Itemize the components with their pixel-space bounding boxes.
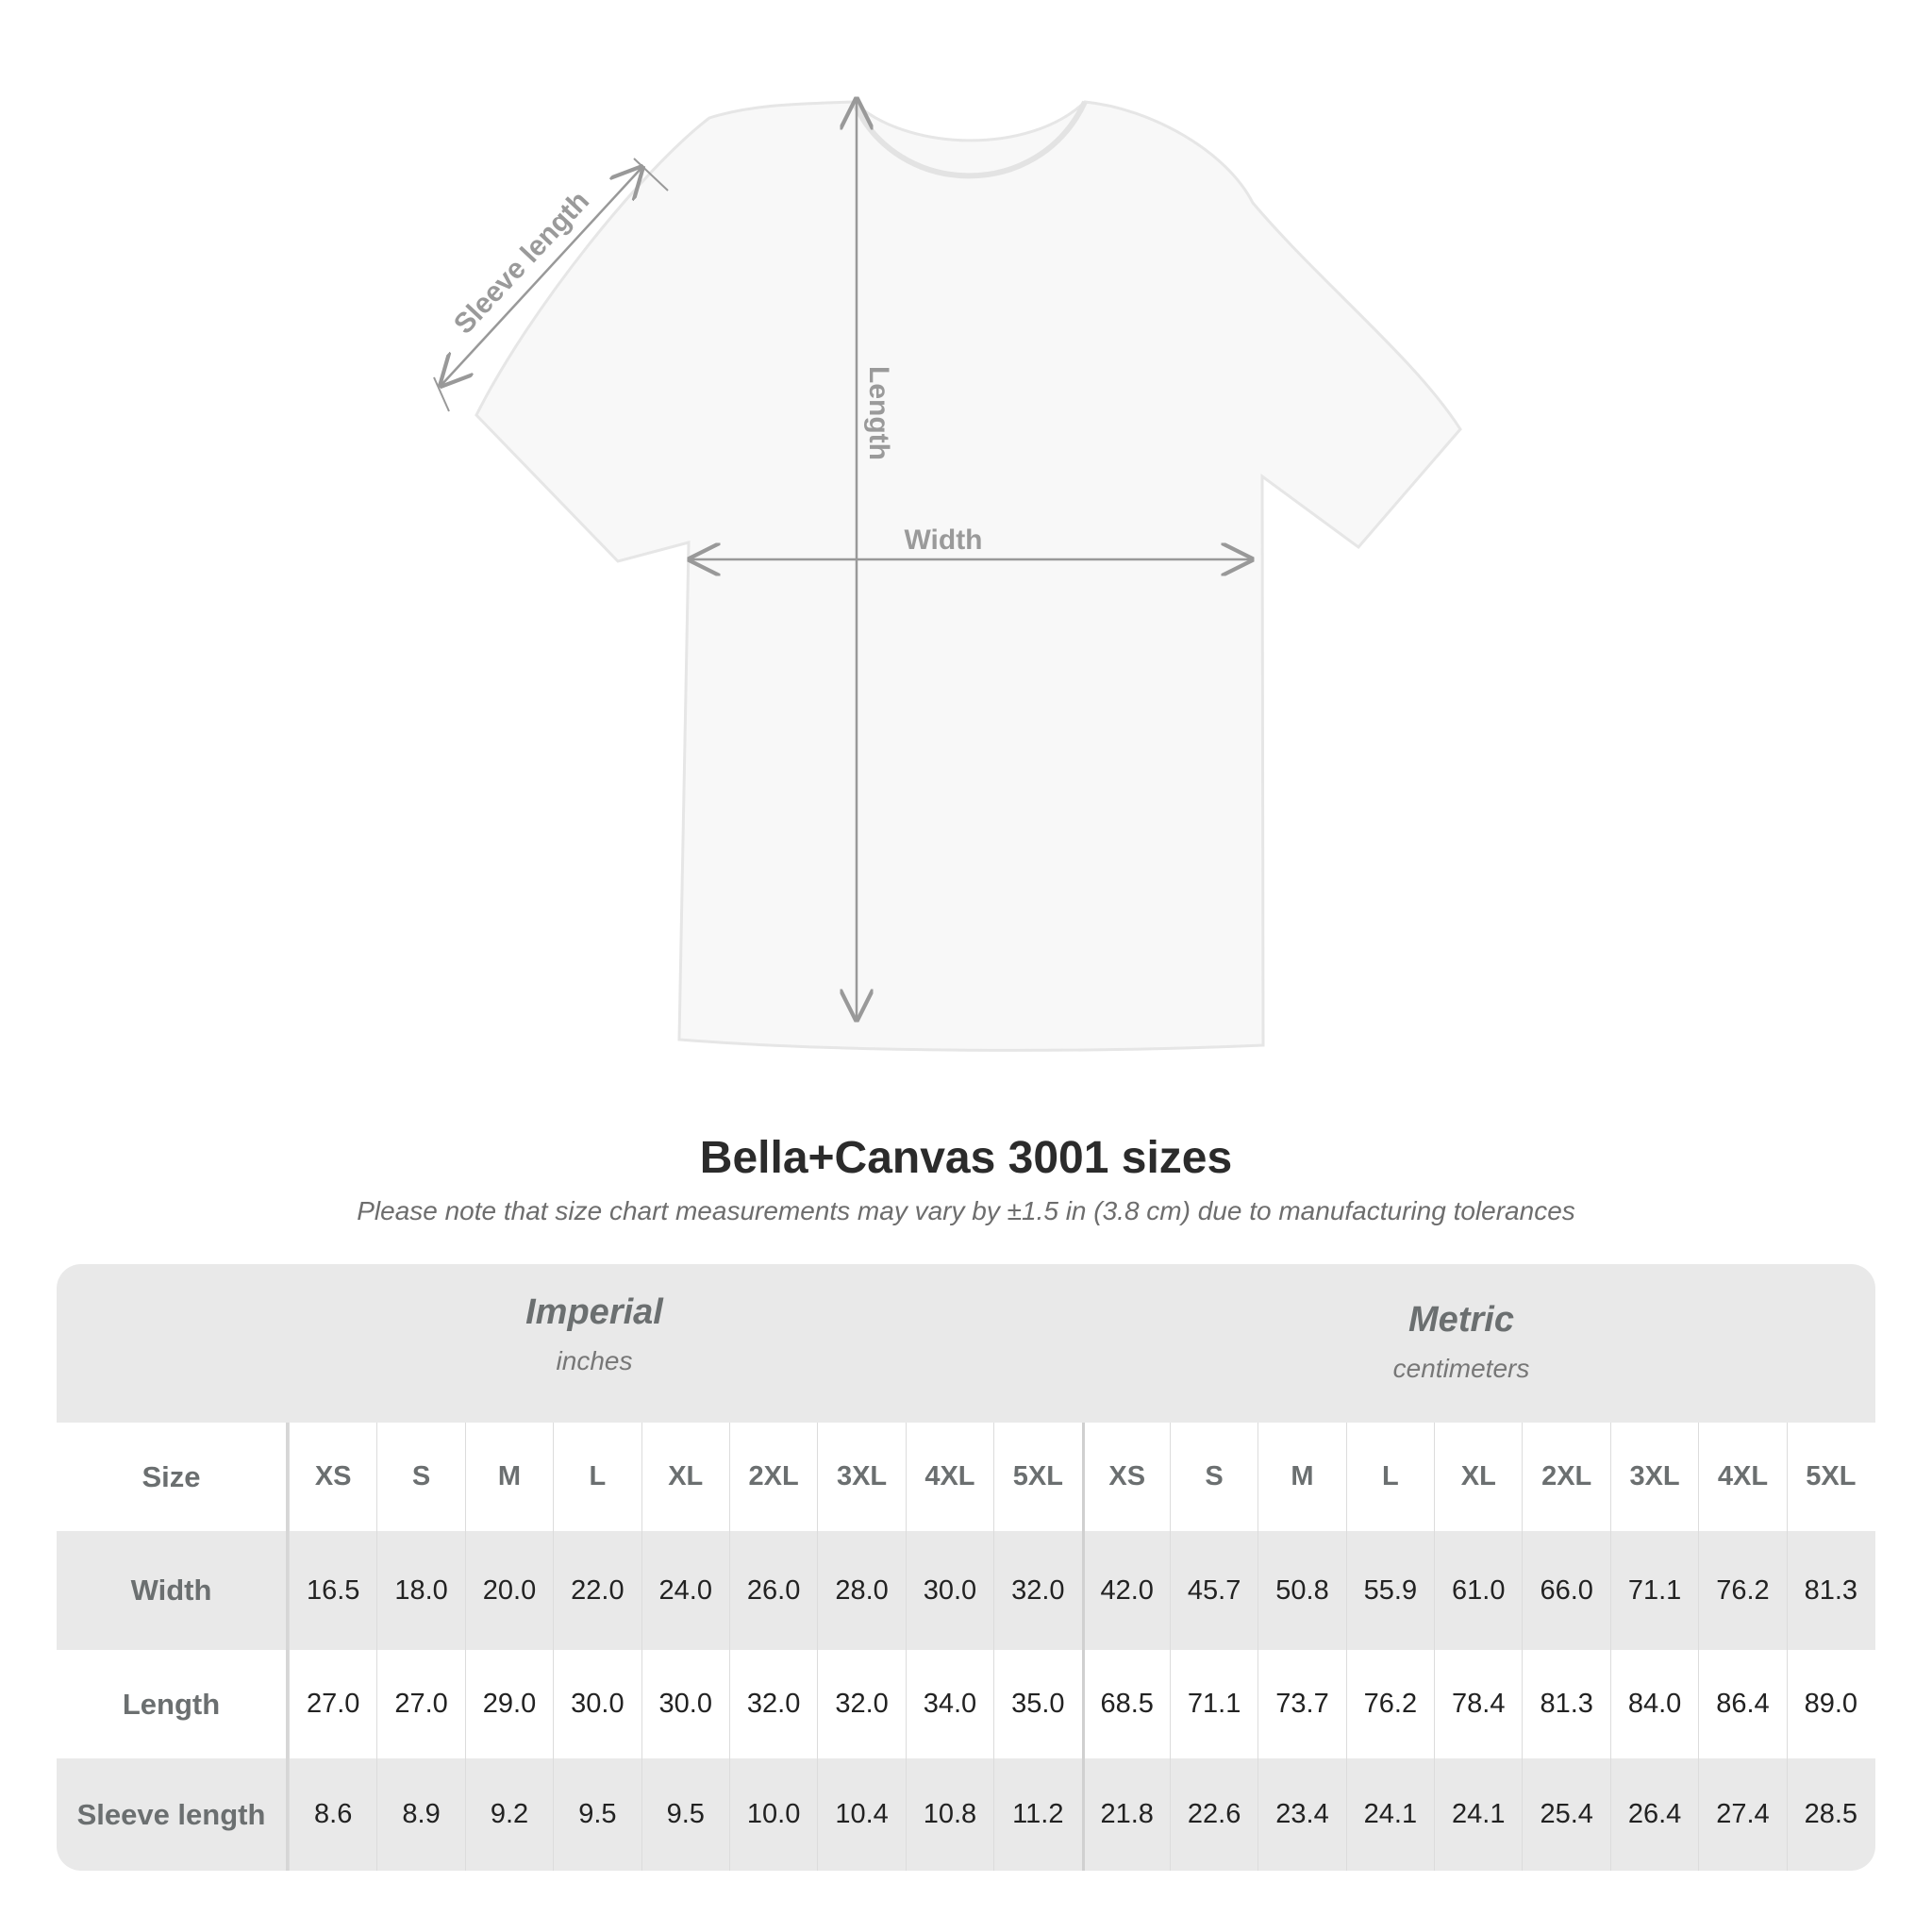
imperial-value: 32.0	[728, 1650, 817, 1758]
metric-value: 86.4	[1698, 1650, 1786, 1758]
metric-value: 84.0	[1609, 1650, 1698, 1758]
metric-value: 42.0	[1081, 1531, 1170, 1650]
metric-value: 21.8	[1081, 1758, 1170, 1871]
metric-value: 71.1	[1169, 1650, 1257, 1758]
page-title: Bella+Canvas 3001 sizes	[699, 1133, 1233, 1183]
metric-value: 71.1	[1609, 1531, 1698, 1650]
metric-size-header: S	[1169, 1423, 1257, 1531]
metric-value: 68.5	[1081, 1650, 1170, 1758]
imperial-value: 8.6	[289, 1758, 376, 1871]
imperial-value: 20.0	[464, 1531, 553, 1650]
metric-value: 23.4	[1257, 1758, 1345, 1871]
tshirt-diagram: Sleeve length Length Width	[433, 0, 1462, 1052]
metric-size-header: XL	[1434, 1423, 1522, 1531]
tshirt-shape	[475, 100, 1462, 1052]
imperial-size-header: 3XL	[817, 1423, 905, 1531]
imperial-value: 27.0	[376, 1650, 464, 1758]
imperial-size-header: XL	[641, 1423, 729, 1531]
metric-value: 24.1	[1345, 1758, 1434, 1871]
width-label: Width	[904, 525, 982, 556]
imperial-size-header: 4XL	[905, 1423, 993, 1531]
metric-size-header: XS	[1081, 1423, 1170, 1531]
imperial-value: 10.4	[817, 1758, 905, 1871]
imperial-value: 28.0	[817, 1531, 905, 1650]
imperial-size-header: S	[376, 1423, 464, 1531]
imperial-size-header: XS	[289, 1423, 376, 1531]
table-row: Width 16.5 18.0 20.0 22.0 24.0 26.0 28.0 30.0 32.…	[57, 1531, 1875, 1650]
length-label: Length	[863, 366, 894, 460]
imperial-value: 9.5	[553, 1758, 641, 1871]
unit-header: Imperial inches Metric centimeters	[57, 1264, 1875, 1423]
imperial-value: 27.0	[289, 1650, 376, 1758]
row-label: Length	[57, 1650, 289, 1758]
metric-value: 24.1	[1434, 1758, 1522, 1871]
imperial-size-header: 5XL	[993, 1423, 1081, 1531]
imperial-value: 22.0	[553, 1531, 641, 1650]
metric-value: 61.0	[1434, 1531, 1522, 1650]
metric-size-header: 3XL	[1609, 1423, 1698, 1531]
metric-value: 76.2	[1345, 1650, 1434, 1758]
metric-value: 55.9	[1345, 1531, 1434, 1650]
size-header-row: Size XS S M L XL 2XL 3XL 4XL 5XL XS S M L XL 2XL 3XL 4XL 5…	[57, 1423, 1875, 1531]
imperial-value: 9.5	[641, 1758, 729, 1871]
imperial-value: 10.0	[728, 1758, 817, 1871]
imperial-value: 8.9	[376, 1758, 464, 1871]
imperial-value: 30.0	[553, 1650, 641, 1758]
imperial-value: 30.0	[641, 1650, 729, 1758]
imperial-value: 35.0	[993, 1650, 1081, 1758]
imperial-size-header: 2XL	[728, 1423, 817, 1531]
imperial-value: 29.0	[464, 1650, 553, 1758]
imperial-value: 10.8	[905, 1758, 993, 1871]
metric-header: Metric centimeters	[1392, 1300, 1530, 1383]
size-label: Size	[57, 1423, 289, 1531]
metric-value: 25.4	[1522, 1758, 1609, 1871]
metric-size-header: 5XL	[1786, 1423, 1874, 1531]
imperial-value: 9.2	[464, 1758, 553, 1871]
imperial-value: 34.0	[905, 1650, 993, 1758]
metric-size-header: L	[1345, 1423, 1434, 1531]
imperial-value: 16.5	[289, 1531, 376, 1650]
imperial-value: 11.2	[993, 1758, 1081, 1871]
metric-size-header: M	[1257, 1423, 1345, 1531]
metric-value: 27.4	[1698, 1758, 1786, 1871]
metric-value: 22.6	[1169, 1758, 1257, 1871]
metric-size-header: 2XL	[1522, 1423, 1609, 1531]
imperial-size-header: L	[553, 1423, 641, 1531]
imperial-size-header: M	[464, 1423, 553, 1531]
imperial-value: 30.0	[905, 1531, 993, 1650]
metric-value: 28.5	[1786, 1758, 1874, 1871]
imperial-value: 32.0	[817, 1650, 905, 1758]
sleeve-arrow	[441, 168, 641, 385]
metric-value: 66.0	[1522, 1531, 1609, 1650]
imperial-value: 18.0	[376, 1531, 464, 1650]
metric-value: 45.7	[1169, 1531, 1257, 1650]
imperial-header: Imperial inches	[525, 1292, 663, 1375]
metric-value: 81.3	[1522, 1650, 1609, 1758]
metric-size-header: 4XL	[1698, 1423, 1786, 1531]
metric-value: 76.2	[1698, 1531, 1786, 1650]
imperial-value: 26.0	[728, 1531, 817, 1650]
metric-value: 50.8	[1257, 1531, 1345, 1650]
metric-value: 89.0	[1786, 1650, 1874, 1758]
row-label: Width	[57, 1531, 289, 1650]
row-label: Sleeve length	[57, 1758, 289, 1871]
metric-value: 78.4	[1434, 1650, 1522, 1758]
metric-value: 81.3	[1786, 1531, 1874, 1650]
table-row: Length 27.0 27.0 29.0 30.0 30.0 32.0 32.0 34.0 35…	[57, 1650, 1875, 1758]
imperial-value: 32.0	[993, 1531, 1081, 1650]
metric-value: 26.4	[1609, 1758, 1698, 1871]
table-row: Sleeve length 8.6 8.9 9.2 9.5 9.5 10.0 10.4 10.8…	[57, 1758, 1875, 1871]
size-table: Imperial inches Metric centimeters Size X…	[57, 1264, 1875, 1871]
tolerance-note: Please note that size chart measurements…	[357, 1196, 1575, 1225]
metric-value: 73.7	[1257, 1650, 1345, 1758]
imperial-value: 24.0	[641, 1531, 729, 1650]
